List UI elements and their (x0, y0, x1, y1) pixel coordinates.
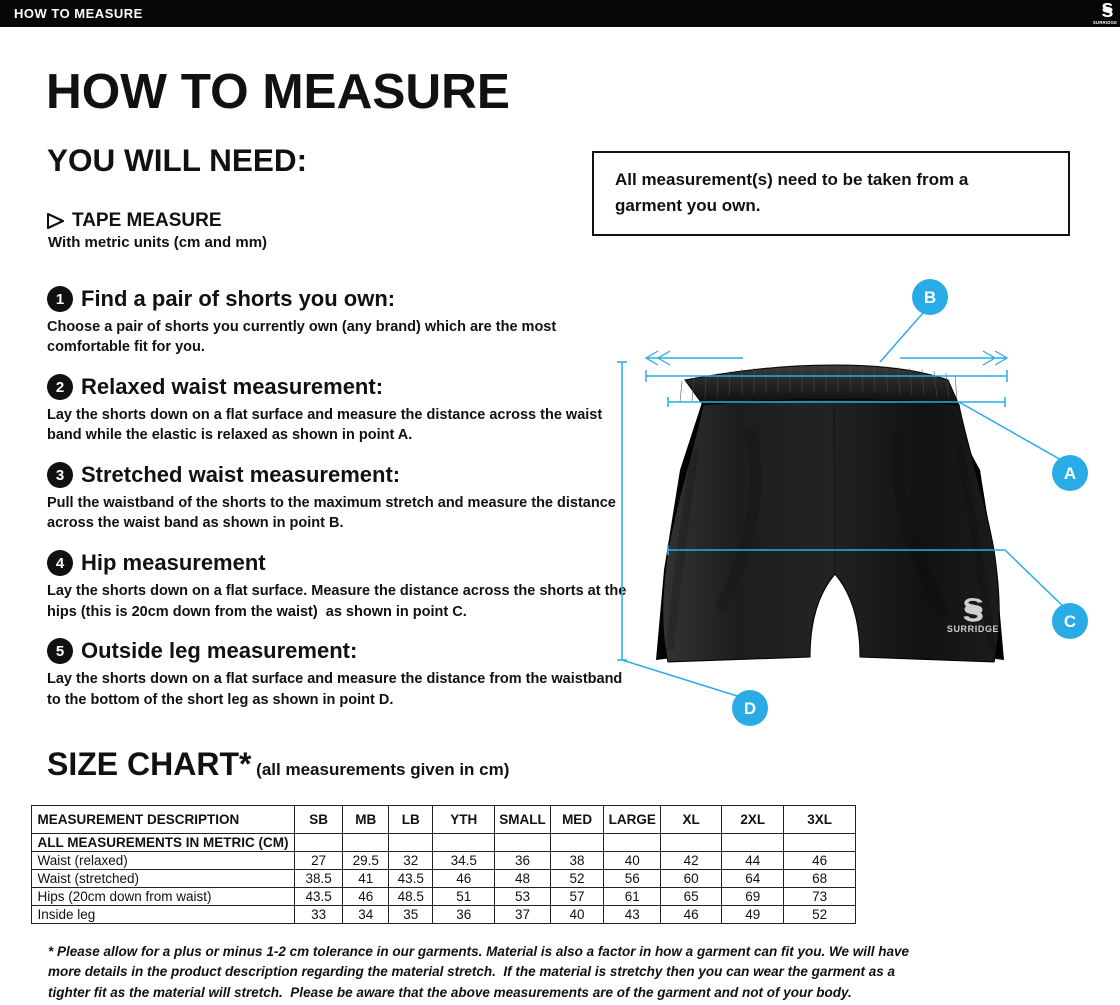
svg-text:C: C (1064, 612, 1076, 631)
svg-text:B: B (924, 288, 936, 307)
svg-text:SURRIDGE: SURRIDGE (947, 624, 999, 634)
svg-text:D: D (744, 699, 756, 718)
svg-text:A: A (1064, 464, 1076, 483)
